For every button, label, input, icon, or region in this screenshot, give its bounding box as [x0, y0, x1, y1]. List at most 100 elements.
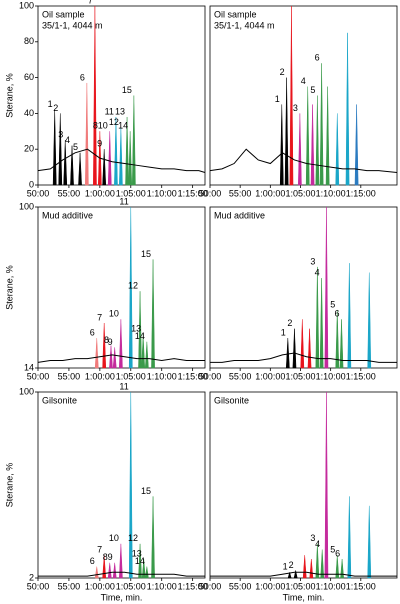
- x-tick-label: 1:15:00: [178, 581, 208, 591]
- peak: [320, 549, 325, 579]
- peak: [107, 562, 112, 579]
- peak: [315, 266, 320, 369]
- x-tick-label: 1:05:00: [116, 188, 146, 198]
- peak-label: 5: [330, 545, 335, 555]
- peak-label: 8: [93, 121, 98, 131]
- peak: [102, 555, 107, 579]
- x-tick-label: 1:05:00: [116, 581, 146, 591]
- peak-label: 13: [131, 324, 141, 334]
- x-tick-label: 1:10:00: [316, 188, 346, 198]
- x-tick-label: 55:00: [229, 371, 252, 381]
- peak: [279, 104, 284, 186]
- peak-label: 6: [335, 548, 340, 558]
- peak: [315, 543, 320, 579]
- x-tick-label: 1:15:00: [346, 581, 376, 591]
- x-tick-label: 1:15:00: [178, 371, 208, 381]
- peak: [302, 555, 307, 579]
- peak-label: 9: [108, 337, 113, 347]
- x-tick-label: 1:05:00: [116, 371, 146, 381]
- x-tick-label: 55:00: [229, 188, 252, 198]
- peak-label: 6: [90, 556, 95, 566]
- y-tick-label: 80: [24, 36, 34, 46]
- peak-label: 14: [135, 331, 145, 341]
- y-tick-label: 20: [24, 144, 34, 154]
- baseline-trace: [210, 571, 397, 577]
- peak: [109, 345, 113, 369]
- peak: [315, 95, 320, 186]
- peak: [119, 543, 123, 579]
- peak-label: 7: [97, 312, 102, 322]
- peak-label: 5: [330, 299, 335, 309]
- baseline-trace: [209, 148, 398, 173]
- peak: [52, 109, 57, 186]
- peak: [298, 113, 302, 186]
- y-axis-label: Sterane, %: [4, 463, 14, 508]
- peak-label: 12: [128, 281, 138, 291]
- peak: [300, 319, 305, 369]
- x-tick-label: 1:10:00: [147, 188, 177, 198]
- peak: [132, 95, 136, 186]
- x-tick-label: 1:15:00: [346, 188, 376, 198]
- peak: [340, 558, 344, 579]
- peak: [70, 145, 74, 186]
- peak-label: 8: [104, 335, 109, 345]
- baseline-trace: [37, 148, 206, 173]
- peak: [119, 319, 123, 369]
- peak: [324, 391, 329, 579]
- peak-label: 13: [132, 548, 142, 558]
- peak-label: 12: [109, 117, 119, 127]
- peak-label: 2: [287, 318, 292, 328]
- plot-frame: [209, 5, 398, 186]
- peak-label: 12: [128, 533, 138, 543]
- peak: [285, 338, 290, 369]
- peak: [144, 566, 149, 579]
- peak: [307, 328, 312, 369]
- peak: [289, 5, 294, 186]
- x-tick-label: 1:00:00: [85, 188, 115, 198]
- peak-label: 4: [65, 135, 70, 145]
- sample-label: Gilsonite: [214, 395, 249, 405]
- x-tick-label: 1:05:00: [285, 371, 315, 381]
- peak-label: 11: [119, 381, 128, 391]
- x-tick-label: 50:00: [199, 581, 222, 591]
- peak: [292, 328, 297, 369]
- sample-label: Oil sample: [42, 9, 85, 19]
- peak: [335, 309, 340, 369]
- peak-label: 6: [80, 72, 85, 82]
- peak: [141, 334, 146, 369]
- x-tick-label: 1:00:00: [255, 188, 285, 198]
- peak-label: 10: [98, 121, 108, 131]
- peak: [347, 263, 352, 369]
- sample-label: 35/1-1, 4044 m: [42, 20, 103, 30]
- peak-label: 7: [97, 545, 102, 555]
- x-tick-label: 50:00: [199, 371, 222, 381]
- x-tick-label: 1:00:00: [85, 371, 115, 381]
- peak-label: 1: [48, 99, 53, 109]
- x-tick-label: 50:00: [27, 371, 50, 381]
- x-tick-label: 55:00: [58, 581, 81, 591]
- peak-label: 10: [109, 533, 119, 543]
- y-tick-label: 100: [19, 201, 34, 211]
- peak-label: 1: [275, 94, 280, 104]
- y-tick-label: 100: [19, 386, 34, 396]
- peak: [94, 566, 99, 579]
- peak: [287, 571, 292, 579]
- peak: [354, 104, 359, 186]
- y-tick-label: 100: [19, 0, 34, 10]
- x-axis-label: Time, min.: [283, 592, 325, 602]
- x-tick-label: 1:05:00: [285, 188, 315, 198]
- peak: [347, 496, 352, 579]
- x-tick-label: 1:10:00: [316, 371, 346, 381]
- peak: [85, 82, 89, 186]
- baseline-trace: [37, 354, 205, 363]
- peak-label: 15: [141, 249, 151, 259]
- peak: [310, 104, 315, 186]
- peak-label: 9: [108, 552, 113, 562]
- sample-label: Mud additive: [214, 210, 265, 220]
- x-tick-label: 1:15:00: [346, 371, 376, 381]
- peak: [335, 555, 340, 579]
- peak: [112, 562, 117, 579]
- x-tick-label: 1:10:00: [147, 371, 177, 381]
- peak: [78, 152, 82, 186]
